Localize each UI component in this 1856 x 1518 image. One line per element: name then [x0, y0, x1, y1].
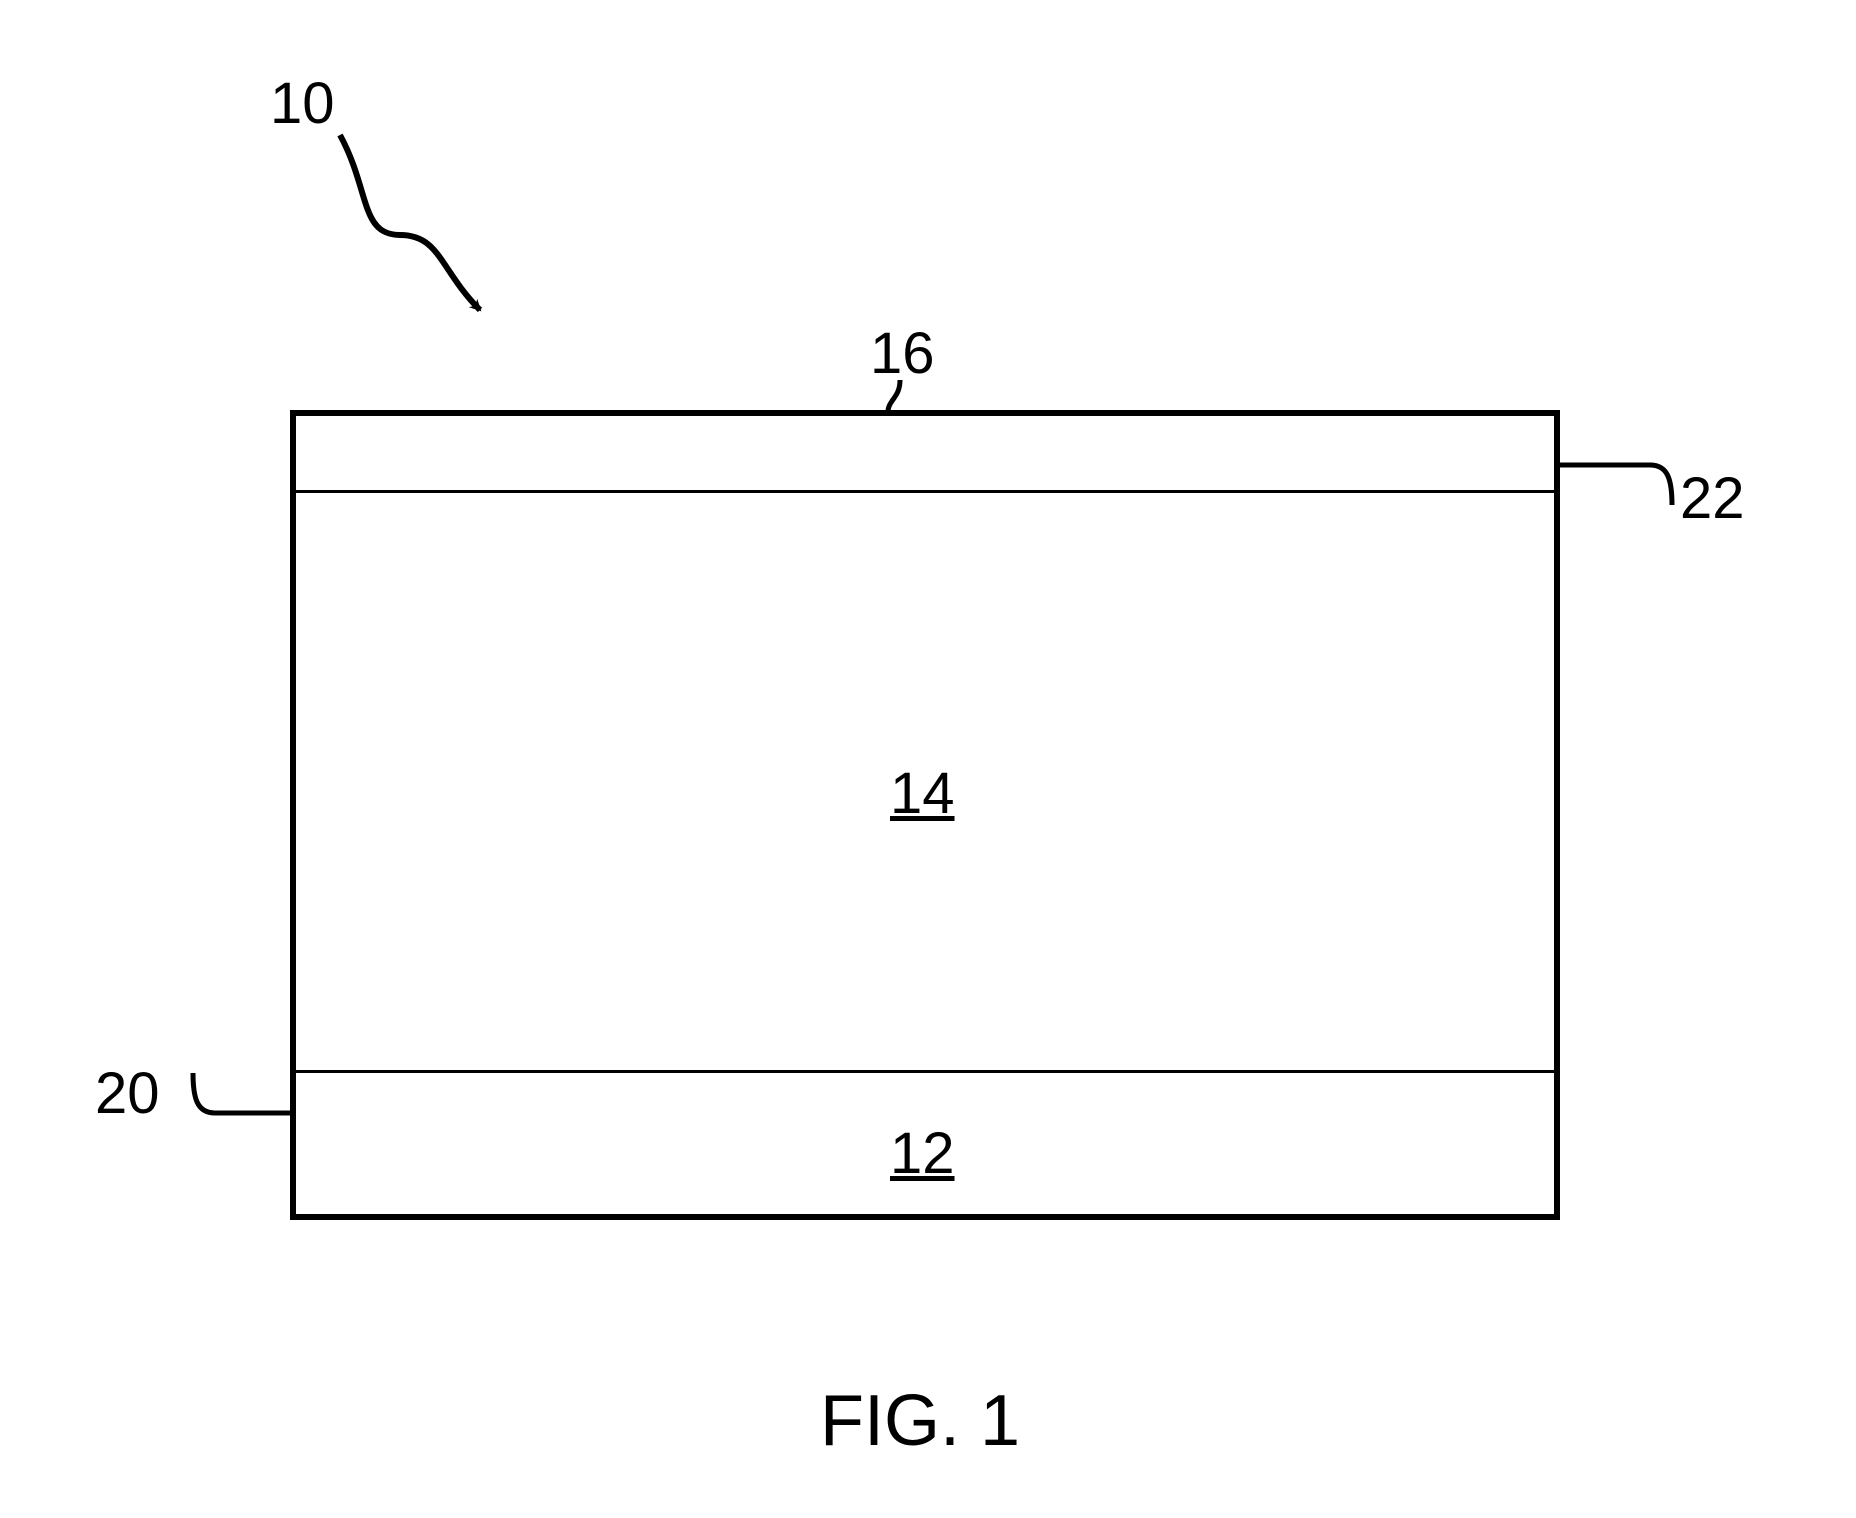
ref-12-label: 12 [890, 1120, 955, 1187]
ref-16-label: 16 [870, 320, 935, 387]
ref-20-hook [193, 1073, 215, 1113]
figure-caption: FIG. 1 [820, 1380, 1020, 1462]
figure-stage: 10 16 22 14 20 12 FIG. 1 [0, 0, 1856, 1518]
ref-14-label: 14 [890, 760, 955, 827]
ref-10-label: 10 [270, 70, 335, 137]
layer-16 [290, 410, 1560, 490]
ref-10-arrow [340, 135, 480, 310]
ref-22-hook [1650, 465, 1672, 505]
ref-20-label: 20 [95, 1060, 160, 1127]
ref-22-label: 22 [1680, 465, 1745, 532]
